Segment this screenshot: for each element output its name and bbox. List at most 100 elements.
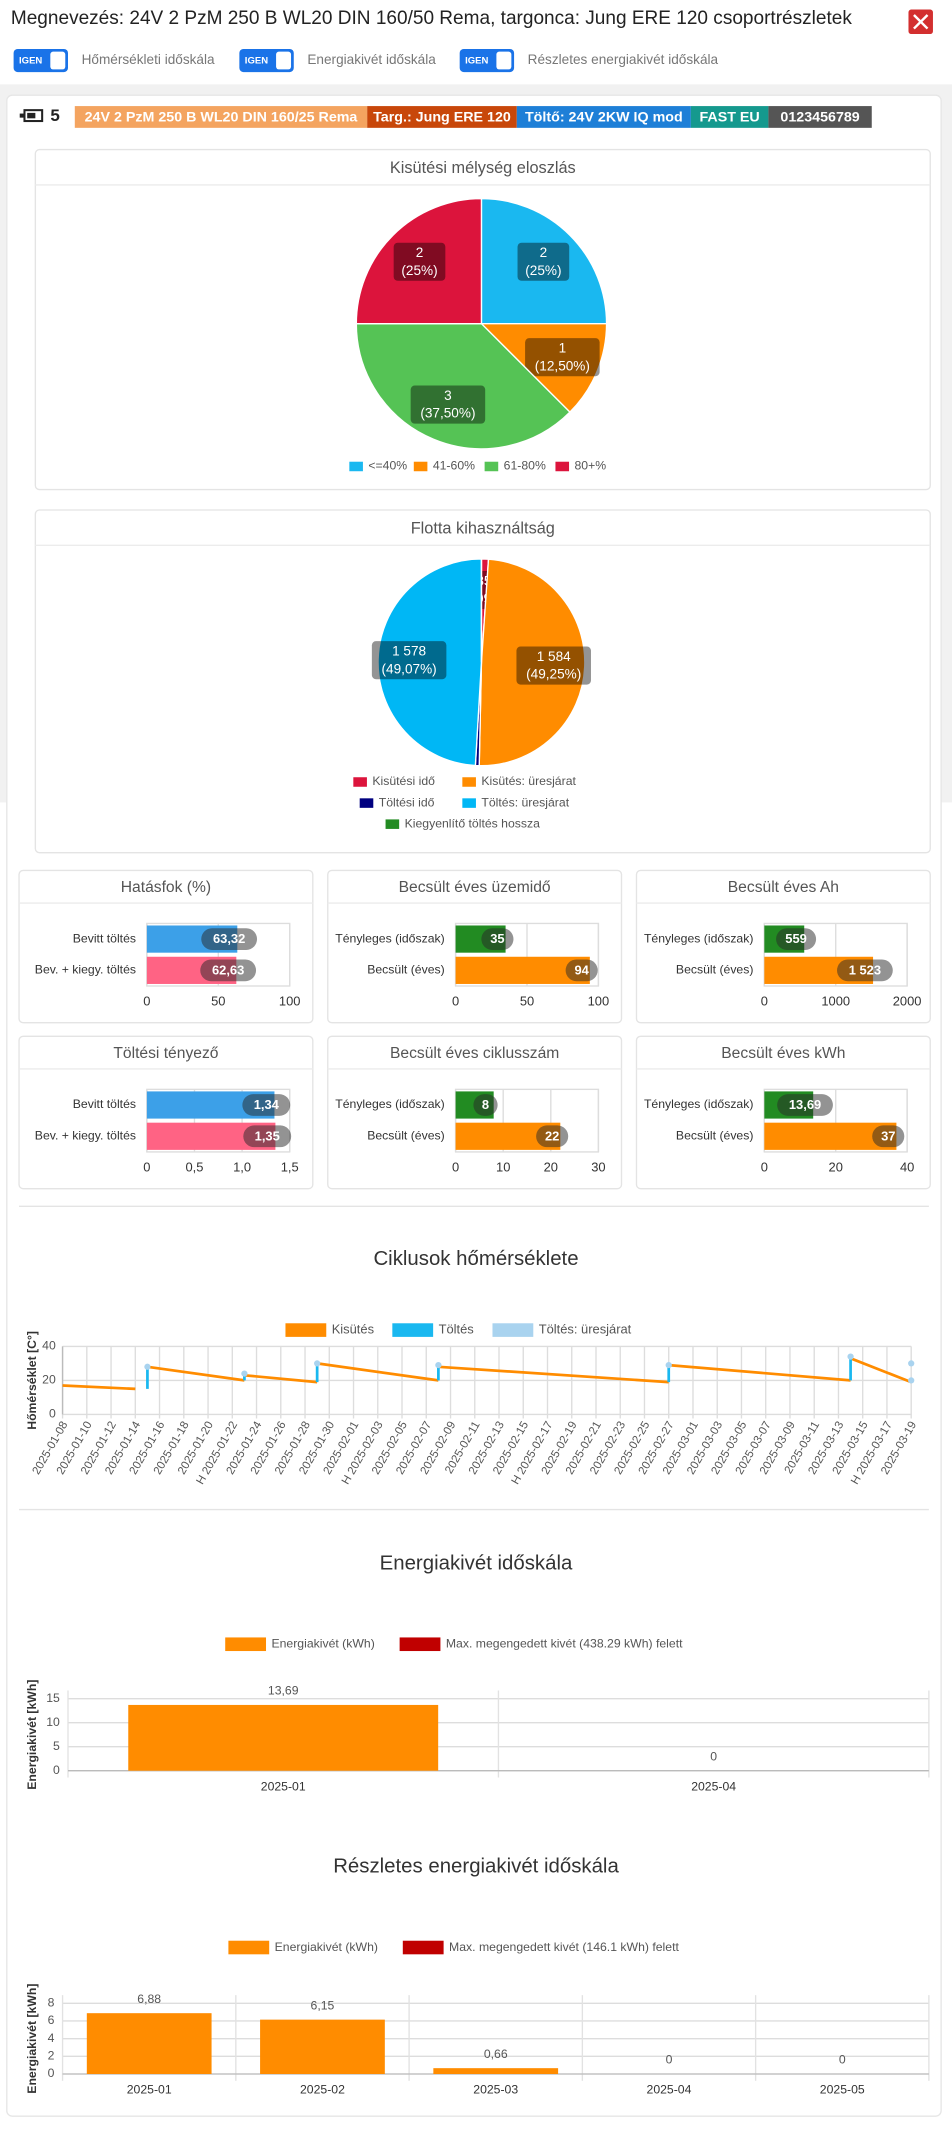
tag [768,106,872,128]
x-tick-label: 0 [452,1160,459,1175]
y-tick-label: Tényleges (időszak) [335,1097,444,1111]
data-label-bg [410,385,486,424]
data-label: (49,07%) [382,661,437,676]
toggle-knob[interactable] [496,51,512,70]
x-tick-label: 2025-03 [473,2083,518,2097]
legend-label: Max. megengedett kivét (146.1 kWh) felet… [449,1940,679,1954]
toggle-knob[interactable] [276,51,292,70]
data-label: 0 [666,2053,673,2067]
data-label: (37,50%) [420,406,475,421]
data-label: (12,50%) [535,358,590,373]
x-tick-label: 40 [900,1160,914,1175]
toggle-state[interactable]: IGEN [465,55,488,66]
data-label: 1 578 [392,644,426,659]
line [146,1356,852,1389]
y-tick-label: 5 [53,1739,60,1753]
data-label: 2 [540,245,548,260]
battery-count: 5 [50,106,59,125]
x-tick-label: 1,0 [233,1160,251,1175]
y-tick-label: Bev. + kiegy. töltés [35,1129,136,1143]
data-label: 8 [482,1097,489,1112]
toggle-state[interactable]: IGEN [245,55,268,66]
tag-label: FAST EU [700,109,760,125]
legend-label: Töltési idő [379,795,435,809]
x-tick-label: 0,5 [186,1160,204,1175]
point [435,1361,442,1369]
legend-label: Kiegyenlítő töltés hossza [405,816,541,830]
legend-swatch [462,777,476,787]
card-title: Becsült éves üzemidő [399,879,551,896]
line [62,1357,912,1391]
x-tick-label: 30 [591,1160,605,1175]
bar [433,2068,559,2074]
toggle-state[interactable]: IGEN [19,55,42,66]
data-label: 1 584 [537,649,571,664]
y-tick-label: 10 [46,1715,60,1729]
tag-label: 0123456789 [780,109,859,125]
legend-swatch [399,1637,441,1652]
chart-title: Részletes energiakivét időskála [333,1856,619,1878]
x-tick-label: 0 [761,1160,768,1175]
legend-label: 80+% [574,459,606,473]
y-tick-label: Tényleges (időszak) [644,931,753,945]
legend-swatch [228,1940,270,1955]
data-label: (25%) [401,263,437,278]
data-label: 0 [839,2053,846,2067]
chart-title: Ciklusok hőmérséklete [373,1248,578,1270]
x-tick-label: 2025-04 [647,2083,692,2097]
data-label: 62,63 [212,962,244,977]
x-tick-label: 0 [143,994,150,1009]
data-label: 13,69 [268,1684,299,1698]
data-label: 3 [444,388,452,403]
x-tick-label: 10 [496,1160,510,1175]
y-tick-label: 0 [53,1763,60,1777]
y-axis-label: Energiakivét [kWh] [25,1680,39,1790]
pie-slice [478,558,586,767]
legend-label: 41-60% [433,459,475,473]
card-title: Flotta kihasználtság [411,519,555,537]
legend-label: Energiakivét (kWh) [271,1636,374,1650]
card-title: Becsült éves ciklusszám [390,1045,559,1062]
data-label-bg [516,646,591,685]
toggle-label: Hőmérsékleti időskála [82,52,215,67]
data-label: 94 [574,962,589,977]
bar [260,2019,385,2074]
data-label: 0 [710,1749,717,1763]
point [665,1361,672,1369]
x-tick-label: 50 [211,994,225,1009]
y-axis-label: Energiakivét [kWh] [25,1984,39,2094]
data-label-bg [517,242,570,281]
data-label: 6,15 [311,1998,335,2012]
y-tick-label: Bev. + kiegy. töltés [35,963,136,977]
data-label: 2 [416,245,424,260]
card-title: Becsült éves Ah [728,879,839,896]
data-label-bg [565,959,598,982]
y-tick-label: Tényleges (időszak) [335,931,444,945]
y-tick-label: Tényleges (időszak) [644,1097,753,1111]
legend-label: 61-80% [504,459,546,473]
data-label-bg [536,1125,569,1148]
close-icon[interactable] [913,14,929,30]
data-label: 6,88 [137,1992,161,2006]
legend-swatch [555,461,570,472]
data-label-bg [371,641,447,680]
data-label: 35 [490,931,504,946]
y-tick-label: 20 [42,1373,56,1387]
data-label-bg [872,1125,905,1148]
pie-slice [479,323,608,414]
toggle-knob[interactable] [50,51,66,70]
x-tick-label: 0 [761,994,768,1009]
close-button[interactable] [908,9,933,35]
y-tick-label: 4 [48,2031,55,2045]
x-tick-label: 100 [588,994,610,1009]
data-label-bg [201,928,258,950]
tag [74,106,368,128]
data-label-bg [525,338,600,377]
card-title: Kisütési mélység eloszlás [390,159,576,177]
card-title: Töltési tényező [113,1045,218,1062]
data-label-bg [200,959,257,982]
data-label-bg [481,928,514,950]
y-tick-label: 40 [42,1339,56,1353]
y-tick-label: 2 [48,2049,55,2063]
